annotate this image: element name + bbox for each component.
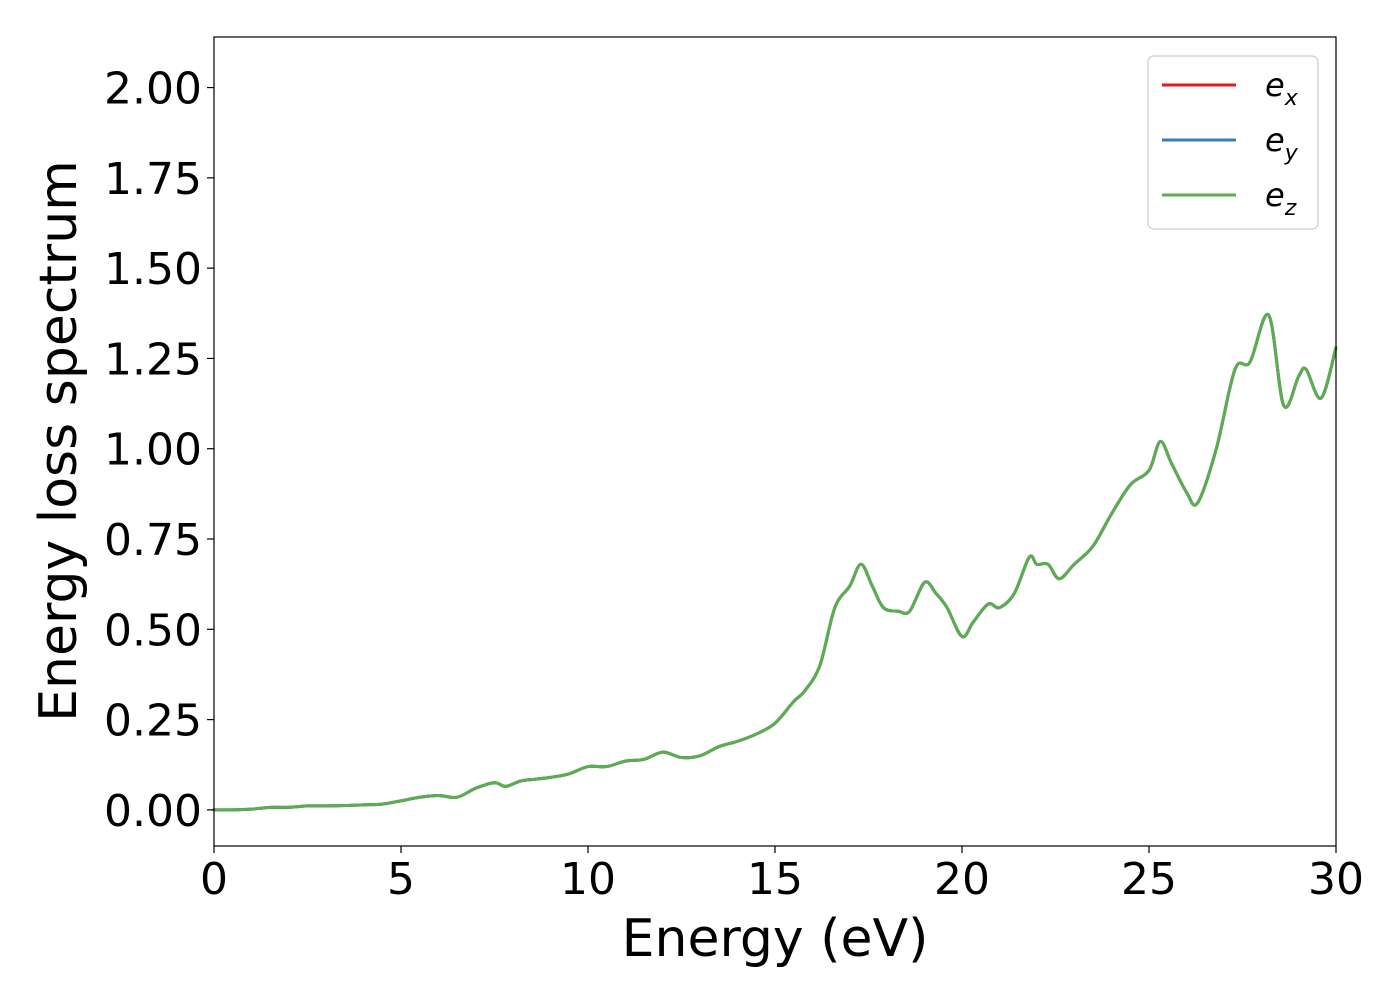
x-tick-label: 10	[560, 854, 616, 905]
legend-label-base: e	[1265, 176, 1285, 214]
x-tick-label: 20	[934, 854, 990, 905]
y-tick-label: 1.25	[104, 334, 202, 385]
x-tick-label: 0	[200, 854, 228, 905]
x-axis-ticks: 0 5 10 15 20 25 30	[200, 846, 1364, 905]
y-axis-title: Energy loss spectrum	[29, 160, 89, 722]
y-tick-label: 0.50	[104, 605, 202, 656]
series-line-e-x	[212, 313, 1338, 812]
legend-label-base: e	[1265, 121, 1285, 159]
series-layer	[212, 313, 1338, 812]
y-tick-label: 0.00	[104, 786, 202, 837]
x-tick-label: 15	[747, 854, 803, 905]
y-tick-label: 1.75	[104, 154, 202, 205]
legend-box	[1147, 55, 1319, 230]
y-tick-label: 1.50	[104, 244, 202, 295]
legend-label-subscript: z	[1284, 196, 1297, 221]
legend-label-subscript: y	[1284, 141, 1299, 166]
legend-label-e-z: ez	[1265, 176, 1297, 221]
y-axis-ticks: 0.00 0.25 0.50 0.75 1.00 1.25 1.50 1.75 2.00	[104, 64, 214, 837]
legend-label-e-x: ex	[1265, 66, 1299, 111]
x-tick-label: 25	[1121, 854, 1177, 905]
x-tick-label: 30	[1308, 854, 1364, 905]
y-tick-label: 2.00	[104, 64, 202, 115]
legend-label-e-y: ey	[1265, 121, 1299, 166]
series-line-e-z	[212, 313, 1338, 812]
legend-label-subscript: x	[1284, 86, 1299, 111]
y-tick-label: 1.00	[104, 425, 202, 476]
y-tick-label: 0.25	[104, 696, 202, 747]
x-axis-title: Energy (eV)	[622, 909, 929, 969]
legend-label-base: e	[1265, 66, 1285, 104]
x-tick-label: 5	[387, 854, 415, 905]
series-line-e-y	[212, 313, 1338, 812]
y-tick-label: 0.75	[104, 515, 202, 566]
